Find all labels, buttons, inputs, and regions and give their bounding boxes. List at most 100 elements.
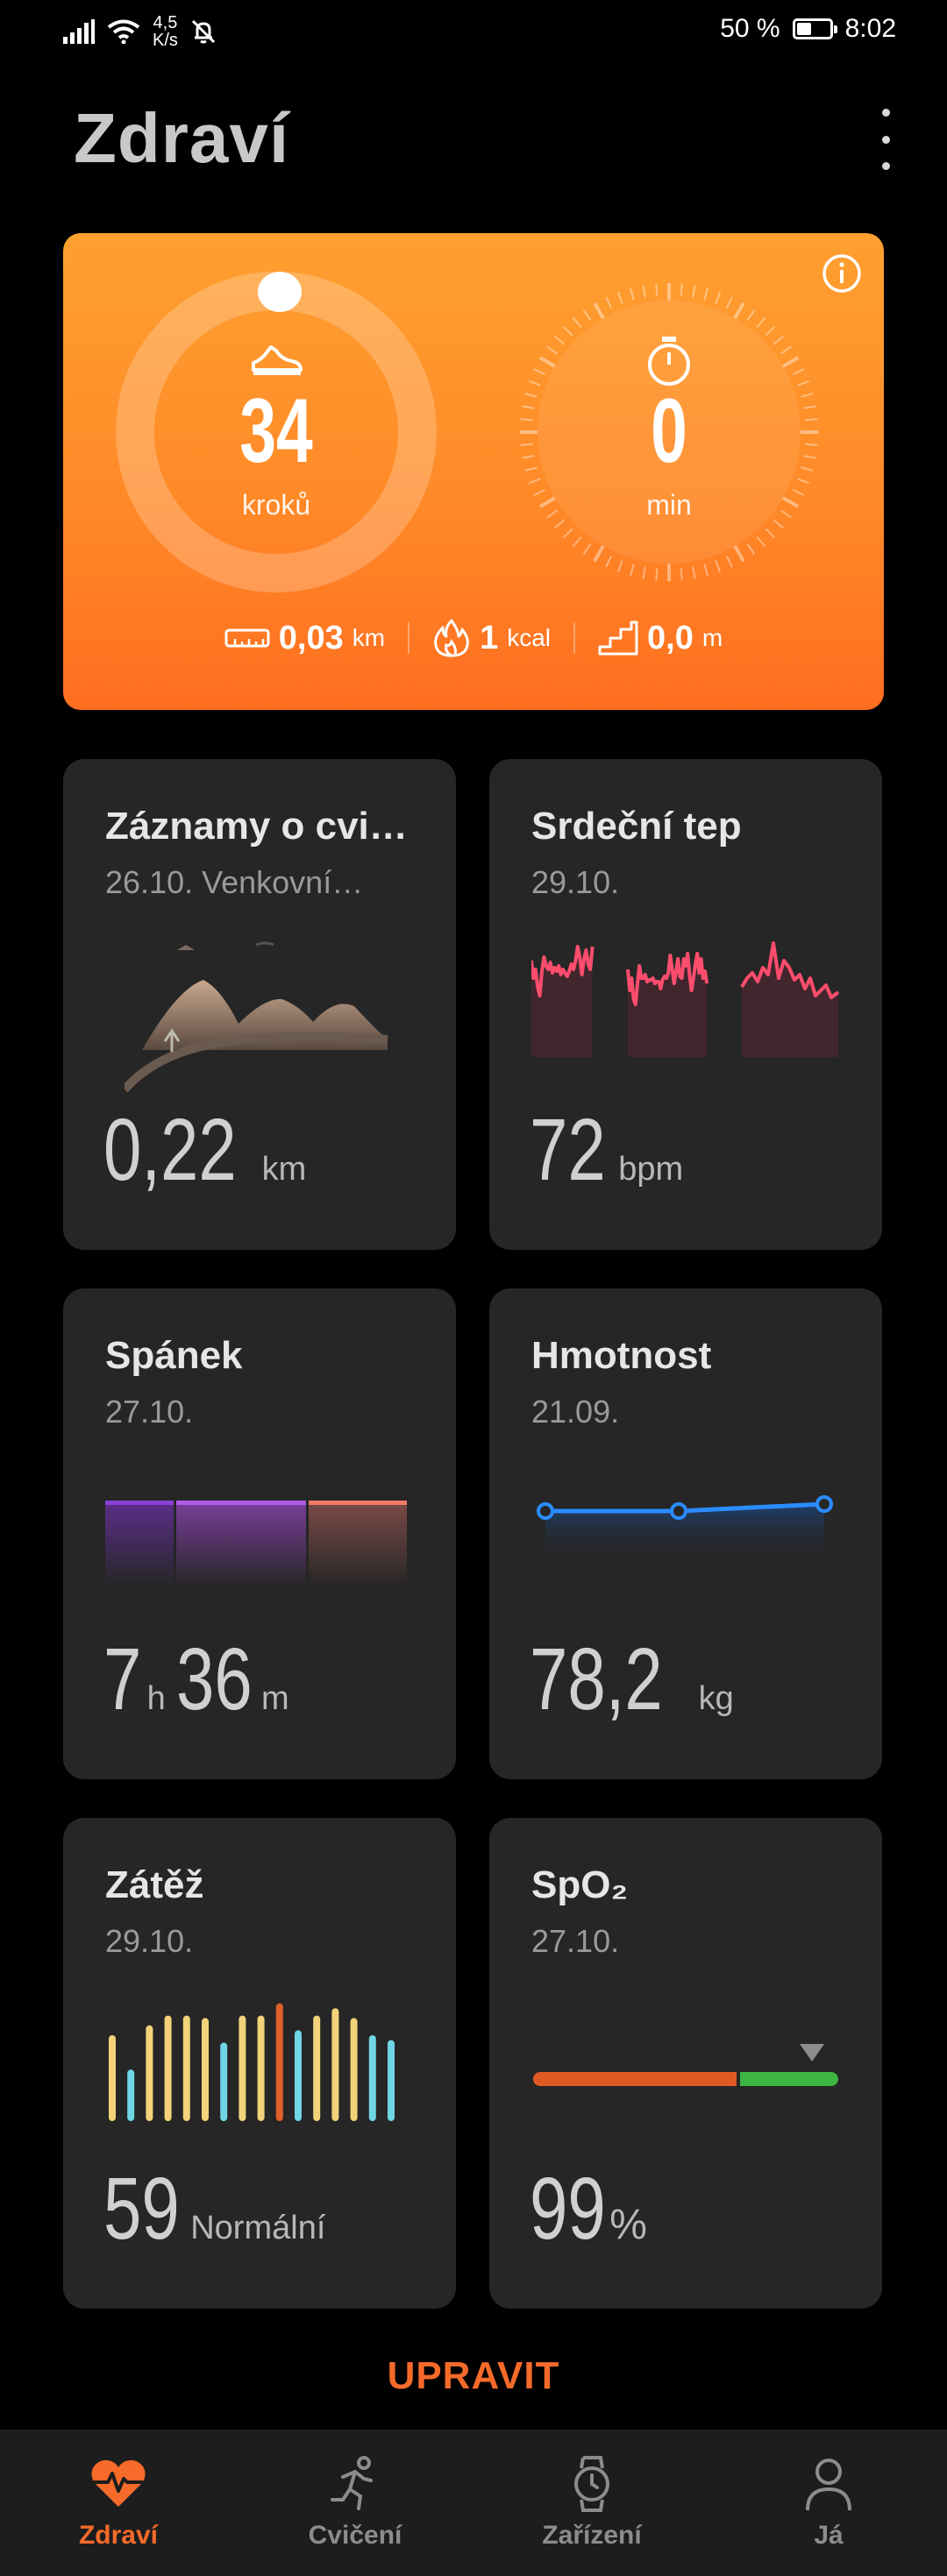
more-dots-icon	[881, 109, 890, 117]
nav-tab-me[interactable]: Já	[710, 2430, 947, 2576]
tile-value: 99 %	[530, 2165, 647, 2253]
flame-icon	[434, 619, 469, 657]
stress-bar	[350, 2018, 358, 2121]
signal-icon	[63, 19, 95, 44]
tile-value: 0,22 km	[103, 1106, 306, 1194]
edit-cards-button[interactable]: UPRAVIT	[387, 2354, 560, 2397]
tile-value: 78,2 kg	[530, 1636, 734, 1723]
calories-value: 1	[480, 619, 499, 656]
nav-label: Já	[814, 2521, 844, 2550]
nav-tab-health[interactable]: Zdraví	[0, 2430, 237, 2576]
activity-rings-card[interactable]: 34 kroků 0 min 0,03 km	[63, 233, 884, 710]
distance-metric: 0,03 km	[202, 620, 408, 657]
weight-tile[interactable]: Hmotnost 21.09. 78,2 kg	[489, 1288, 882, 1779]
tile-subtitle: 29.10.	[531, 864, 620, 900]
shoe-icon	[252, 345, 303, 375]
workout-distance-value: 0,22	[103, 1101, 237, 1199]
heart-pulse-icon	[91, 2459, 146, 2507]
battery-icon	[792, 18, 837, 39]
heart-rate-tile[interactable]: Srdeční tep 29.10. 72 bpm	[489, 759, 882, 1250]
sleep-stage-bar	[105, 1502, 174, 1586]
stress-bar	[388, 2040, 395, 2121]
climb-unit: m	[701, 624, 723, 651]
stress-bar	[127, 2069, 135, 2121]
steps-ring-content: 34 kroků	[116, 272, 437, 593]
tile-title: Záznamy o cvi…	[105, 805, 408, 848]
sleep-stages-chart	[105, 1501, 407, 1586]
workout-distance-unit: km	[261, 1151, 307, 1188]
clock: 8:02	[844, 14, 896, 43]
stress-bars-chart	[109, 2003, 395, 2121]
info-icon[interactable]	[821, 252, 863, 295]
weight-unit: kg	[698, 1680, 734, 1717]
tile-title: Zátěž	[105, 1863, 204, 1906]
tile-subtitle: 21.09.	[531, 1394, 620, 1430]
nav-label: Zdraví	[78, 2521, 159, 2550]
distance-unit: km	[352, 624, 386, 651]
active-minutes-ring: 0 min	[509, 272, 830, 593]
workout-records-tile[interactable]: Záznamy o cvi… 26.10. Venkovní… 0,22 km	[63, 759, 456, 1250]
steps-value: 34	[239, 380, 313, 482]
weight-value: 78,2	[530, 1630, 663, 1728]
tile-title: Srdeční tep	[531, 805, 742, 848]
network-speed: 4,5 K/s	[153, 13, 178, 50]
weight-trend-chart	[537, 1495, 833, 1562]
spo2-range-bar	[533, 2044, 838, 2086]
more-options-button[interactable]	[868, 109, 903, 170]
stress-bar	[239, 2015, 246, 2121]
tile-title: Hmotnost	[531, 1334, 712, 1377]
nav-label: Zařízení	[542, 2521, 642, 2550]
heart-rate-area-2	[628, 954, 708, 1057]
stress-bar	[295, 2030, 302, 2121]
sleep-minutes-value: 36	[175, 1630, 253, 1728]
tile-value: 72 bpm	[530, 1106, 683, 1194]
climb-value: 0,0	[647, 619, 694, 656]
metric-divider	[573, 622, 576, 654]
sleep-tile[interactable]: Spánek 27.10. 7 h 36 m	[63, 1288, 456, 1779]
watch-icon	[574, 2456, 609, 2512]
stress-value: 59	[103, 2160, 180, 2258]
nav-tab-workout[interactable]: Cvičení	[237, 2430, 474, 2576]
stress-bar	[331, 2008, 339, 2121]
stress-tile[interactable]: Zátěž 29.10. 59 Normální	[63, 1818, 456, 2309]
tile-subtitle: 29.10.	[105, 1923, 194, 1959]
minutes-unit: min	[646, 489, 692, 521]
stress-bar	[313, 2015, 321, 2121]
stress-bar	[164, 2015, 172, 2121]
nav-label: Cvičení	[308, 2521, 402, 2550]
tile-title: Spánek	[105, 1334, 243, 1377]
calories-metric: 1 kcal	[409, 617, 573, 659]
stress-bar	[182, 2015, 190, 2121]
stress-bar	[257, 2015, 265, 2121]
metric-divider	[408, 622, 410, 654]
stress-bar	[275, 2003, 283, 2121]
notifications-muted-icon	[191, 19, 215, 44]
spo2-tile[interactable]: SpO₂ 27.10. 99 %	[489, 1818, 882, 2309]
status-bar: 4,5 K/s 50 % 8:02	[0, 0, 947, 70]
heart-rate-value: 72	[530, 1101, 606, 1199]
person-icon	[806, 2459, 851, 2511]
battery-percent: 50 %	[720, 14, 780, 43]
stress-bar	[368, 2035, 376, 2121]
heart-rate-line-1	[531, 945, 595, 997]
spo2-marker	[800, 2044, 824, 2062]
tile-value: 7 h 36 m	[103, 1636, 289, 1723]
tile-title: SpO₂	[531, 1863, 628, 1906]
heart-rate-area-3	[742, 943, 838, 1057]
ruler-icon	[224, 628, 270, 648]
tile-subtitle: 27.10.	[531, 1923, 620, 1959]
nav-tab-devices[interactable]: Zařízení	[474, 2430, 710, 2576]
stress-bar	[202, 2018, 209, 2121]
heart-rate-area-1	[531, 947, 593, 1057]
stopwatch-icon	[648, 337, 690, 386]
stairs-icon	[598, 621, 638, 656]
weight-point	[537, 1502, 554, 1520]
tile-subtitle: 26.10. Venkovní…	[105, 864, 364, 900]
stress-bar	[146, 2025, 153, 2121]
spo2-unit: %	[609, 2202, 647, 2248]
steps-progress-knob	[258, 272, 302, 312]
sleep-hours-value: 7	[103, 1630, 142, 1728]
stress-bar	[220, 2042, 228, 2121]
heart-rate-sparkline	[531, 941, 840, 1057]
wifi-icon	[107, 19, 140, 44]
